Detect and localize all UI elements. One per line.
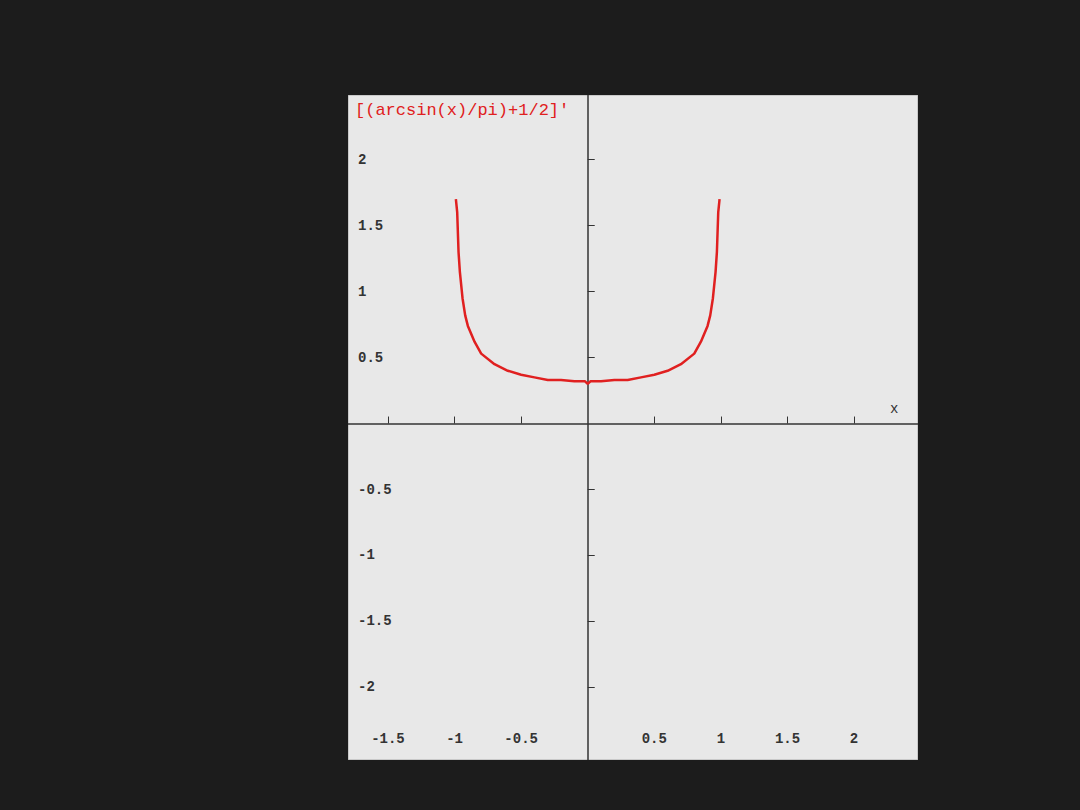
- svg-text:1.5: 1.5: [358, 218, 383, 234]
- svg-text:1: 1: [358, 284, 366, 300]
- svg-text:x: x: [890, 401, 898, 417]
- svg-text:2: 2: [358, 152, 366, 168]
- svg-text:-1.5: -1.5: [371, 731, 405, 747]
- svg-text:0.5: 0.5: [358, 350, 383, 366]
- svg-text:1.5: 1.5: [775, 731, 800, 747]
- svg-text:-2: -2: [358, 679, 375, 695]
- svg-text:-1: -1: [358, 547, 375, 563]
- svg-text:[(arcsin(x)/pi)+1/2]': [(arcsin(x)/pi)+1/2]': [355, 101, 569, 120]
- svg-text:1: 1: [717, 731, 725, 747]
- svg-text:-1: -1: [446, 731, 463, 747]
- svg-text:-1.5: -1.5: [358, 613, 392, 629]
- svg-text:2: 2: [850, 731, 858, 747]
- svg-text:-0.5: -0.5: [504, 731, 538, 747]
- svg-text:-0.5: -0.5: [358, 482, 392, 498]
- svg-text:0.5: 0.5: [642, 731, 667, 747]
